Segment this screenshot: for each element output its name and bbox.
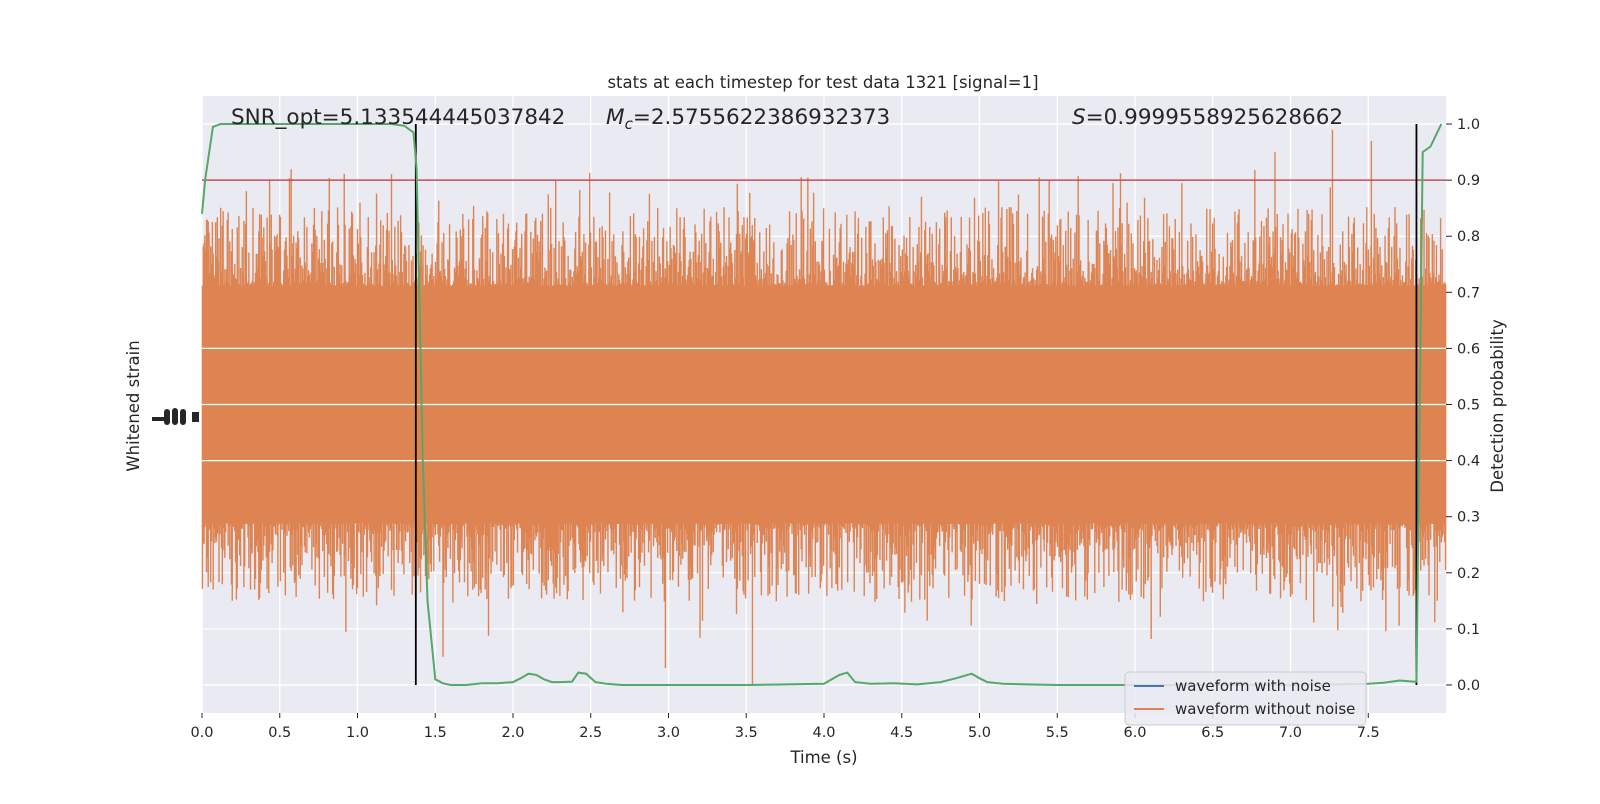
x-tick-label: 6.5 bbox=[1201, 725, 1224, 741]
y-right-tick-label: 0.1 bbox=[1457, 622, 1480, 638]
chart-title: stats at each timestep for test data 132… bbox=[607, 73, 1038, 92]
x-tick-label: 3.5 bbox=[735, 725, 758, 741]
x-tick-label: 4.5 bbox=[890, 725, 913, 741]
left-axis-label: Whitened strain bbox=[124, 340, 143, 471]
x-axis-label: Time (s) bbox=[789, 748, 857, 767]
tick-layer: 0.0 0.5 1.0 1.5 2.0 2.5 3.0 3.5 4.0 4.5 5.0 5.5 6.0 6… bbox=[190, 117, 1480, 741]
y-right-tick-label: 0.5 bbox=[1457, 398, 1480, 414]
legend: waveform with noise waveform without noi… bbox=[1124, 671, 1367, 726]
chirp-mass-symbol: M bbox=[606, 105, 625, 130]
y-right-tick-label: 0.3 bbox=[1457, 510, 1480, 526]
y-right-tick-label: 0.6 bbox=[1457, 341, 1480, 357]
y-right-tick-label: 1.0 bbox=[1457, 117, 1480, 133]
score-value: =0.9999558925628662 bbox=[1086, 105, 1343, 130]
x-tick-label: 1.5 bbox=[424, 725, 447, 741]
score-symbol: S bbox=[1072, 105, 1086, 130]
chirp-mass-value: =2.5755622386932373 bbox=[633, 105, 890, 130]
legend-label-noise: waveform with noise bbox=[1175, 677, 1331, 695]
left-axis-tick-clutter bbox=[152, 408, 199, 425]
x-tick-label: 7.5 bbox=[1357, 725, 1380, 741]
x-tick-label: 7.0 bbox=[1279, 725, 1302, 741]
x-tick-label: 2.0 bbox=[501, 725, 524, 741]
x-tick-label: 1.0 bbox=[346, 725, 369, 741]
x-tick-label: 2.5 bbox=[579, 725, 602, 741]
snr-annotation: SNR_opt=5.133544445037842 bbox=[231, 105, 565, 130]
x-tick-label: 0.5 bbox=[268, 725, 291, 741]
chirp-mass-annotation: Mc=2.5755622386932373 bbox=[606, 105, 890, 133]
chirp-mass-subscript: c bbox=[625, 115, 634, 133]
y-right-tick-label: 0.2 bbox=[1457, 566, 1480, 582]
y-right-tick-label: 0.4 bbox=[1457, 454, 1480, 470]
legend-label-clean: waveform without noise bbox=[1175, 700, 1355, 718]
y-right-tick-label: 0.0 bbox=[1457, 678, 1480, 694]
right-axis-label: Detection probability bbox=[1488, 319, 1507, 493]
waveform-without-noise-trace bbox=[201, 129, 1447, 685]
x-tick-label: 5.0 bbox=[968, 725, 991, 741]
y-right-tick-label: 0.9 bbox=[1457, 173, 1480, 189]
score-annotation: S=0.9999558925628662 bbox=[1072, 105, 1343, 130]
legend-box bbox=[1124, 671, 1367, 726]
x-tick-label: 0.0 bbox=[190, 725, 213, 741]
x-tick-label: 3.0 bbox=[657, 725, 680, 741]
x-tick-label: 6.0 bbox=[1123, 725, 1146, 741]
x-tick-label: 5.5 bbox=[1046, 725, 1069, 741]
y-right-tick-label: 0.8 bbox=[1457, 229, 1480, 245]
x-tick-label: 4.0 bbox=[812, 725, 835, 741]
y-right-tick-label: 0.7 bbox=[1457, 285, 1480, 301]
